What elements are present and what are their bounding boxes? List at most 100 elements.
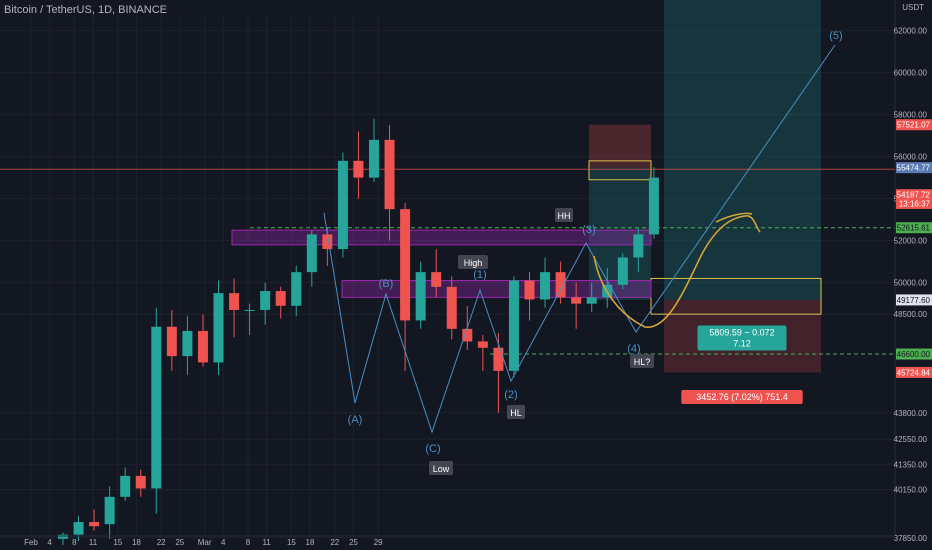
price-tick-label: 48500.00 [894,310,928,319]
candle-body [229,293,240,310]
candle-body [89,522,100,527]
candle-body [244,309,255,311]
entry-label: 5809.59 ~ 0.072 [709,328,774,338]
stop-label: 3452.76 (7.02%) 751.4 [696,392,788,402]
entry-label: 7.12 [733,339,751,349]
price-axis-tag [896,222,932,234]
candle-body [369,139,379,178]
tag-label: High [464,258,483,268]
price-tick-label: 58000.00 [894,111,928,120]
wave-label: (C) [425,443,440,455]
candle-body [384,139,395,210]
candle-body [197,330,208,363]
time-tick-label: Mar [198,538,212,547]
price-tick-label: 56000.00 [894,153,928,162]
candle-body [306,234,317,273]
price-axis-tag-text: 49177.60 [897,296,931,305]
price-axis-tag-text: 46600.00 [897,350,931,359]
tag-box [555,208,573,222]
price-axis-tag [896,162,932,174]
symbol-title: Bitcoin / TetherUS, 1D, BINANCE [4,4,168,16]
price-axis-tag [896,294,932,306]
price-axis-tag [896,189,932,201]
stop-label-box [681,390,803,404]
candle-body [73,522,84,535]
price-tick-label: 52000.00 [894,237,928,246]
time-tick-label: 25 [349,538,358,547]
candle-body [104,496,115,525]
candle-body [555,272,566,298]
price-tick-label: 40150.00 [894,486,928,495]
candle-body [151,326,162,489]
tag-label: HH [558,211,571,221]
candle-body [571,297,582,304]
candle-body [477,341,488,348]
price-axis-tag-text: 13:16:37 [899,199,931,208]
candle-body [462,328,473,342]
candle-body [182,330,193,357]
candle-body [275,291,286,306]
price-axis-tag [896,119,932,131]
target-zone [664,0,821,300]
candle-body [400,209,411,321]
price-tick-label: 37850.00 [894,534,928,543]
price-tick-label: 62000.00 [894,27,928,36]
time-tick-label: 18 [306,538,315,547]
candle-body [337,160,348,250]
projection-scribble [593,212,761,328]
wave-label: (4) [627,343,640,355]
time-tick-label: 11 [89,538,98,547]
candle-body [322,234,333,250]
price-axis-tag-text: 52615.61 [897,224,931,233]
candle-body [508,280,519,371]
candle-body [291,272,302,306]
time-tick-label: 18 [132,538,141,547]
candle-body [353,160,364,178]
time-tick-label: 8 [72,538,77,547]
wave-label: (5) [829,30,842,42]
time-tick-label: 15 [113,538,122,547]
tag-box [458,255,488,269]
candle-body [446,286,457,329]
candle-body [633,234,644,258]
wave-label: (2) [504,389,517,401]
entry-label-box [697,325,787,351]
support-zone [231,229,652,246]
price-axis-tag [896,366,932,378]
tag-box [630,354,654,368]
time-tick-label: 25 [175,538,184,547]
candle-body [135,475,146,489]
time-tick-label: 4 [221,538,226,547]
tag-box [429,461,453,475]
price-axis-tag-text: 45724.84 [897,368,931,377]
time-tick-label: 4 [47,538,52,547]
wave-label: (A) [348,414,363,426]
candle-body [58,534,68,539]
time-tick-label: 8 [246,538,251,547]
candle-body [213,293,224,363]
wave-label: (B) [379,278,394,290]
price-axis-tag [896,197,932,209]
price-axis-tag-text: 57521.07 [897,121,931,130]
price-tick-label: 42550.00 [894,435,928,444]
time-tick-label: 22 [330,538,339,547]
time-tick-label: 22 [157,538,166,547]
candle-body [166,326,177,357]
candle-body [540,272,551,300]
time-tick-label: 15 [287,538,296,547]
candle-body [260,291,271,310]
candle-body [120,475,131,497]
candle-body [586,297,597,304]
wave-label: (1) [473,269,486,281]
tag-box [507,405,525,419]
candle-body [617,257,628,285]
price-axis-tag [896,348,932,360]
candle-body [415,272,426,321]
price-tick-label: 43800.00 [894,409,928,418]
candle-body [431,272,442,287]
tag-label: HL [510,408,522,418]
currency-label: USDT [902,3,924,12]
tag-label: Low [433,464,450,474]
price-tick-label: 41350.00 [894,460,928,469]
